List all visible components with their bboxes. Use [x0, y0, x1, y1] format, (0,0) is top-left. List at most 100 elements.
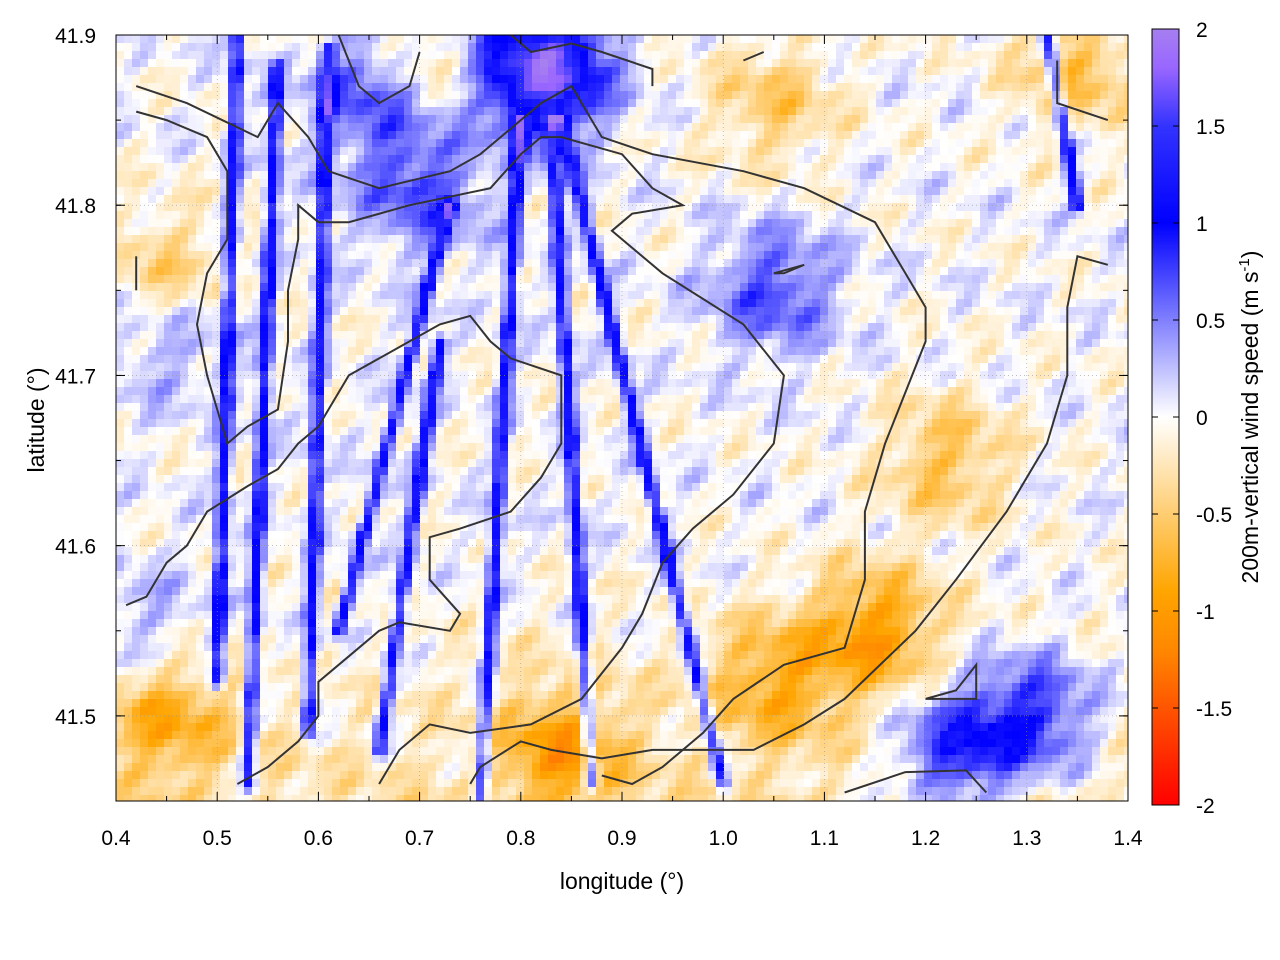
heatmap-cell [988, 115, 997, 124]
heatmap-cell [236, 275, 245, 284]
heatmap-cell [1028, 195, 1037, 204]
heatmap-cell [620, 107, 629, 116]
heatmap-cell [996, 307, 1005, 316]
heatmap-cell [956, 331, 965, 340]
heatmap-cell [644, 75, 653, 84]
heatmap-cell [1028, 283, 1037, 292]
heatmap-cell [692, 43, 701, 52]
heatmap-cell [940, 267, 949, 276]
heatmap-cell [908, 139, 917, 148]
heatmap-cell [844, 331, 853, 340]
heatmap-cell [180, 203, 189, 212]
heatmap-cell [932, 187, 941, 196]
heatmap-cell [804, 75, 813, 84]
heatmap-cell [860, 195, 869, 204]
heatmap-cell [652, 275, 661, 284]
heatmap-cell [660, 331, 669, 340]
heatmap-cell [116, 187, 125, 196]
heatmap-cell [388, 99, 397, 108]
heatmap-cell [628, 211, 637, 220]
heatmap-cell [636, 339, 645, 348]
heatmap-cell [604, 171, 613, 180]
heatmap-cell [484, 211, 493, 220]
heatmap-cell [636, 211, 645, 220]
heatmap-cell [420, 179, 429, 188]
heatmap-cell [796, 99, 805, 108]
heatmap-cell [892, 139, 901, 148]
heatmap-cell [916, 195, 925, 204]
heatmap-cell [1060, 307, 1069, 316]
heatmap-cell [1060, 323, 1069, 332]
heatmap-cell [812, 67, 821, 76]
heatmap-cell [988, 275, 997, 284]
heatmap-cell [164, 243, 173, 252]
heatmap-cell [652, 51, 661, 60]
heatmap-cell [156, 155, 165, 164]
heatmap-cell [644, 323, 653, 332]
heatmap-cell [476, 267, 485, 276]
heatmap-cell [620, 115, 629, 124]
heatmap-cell [364, 75, 373, 84]
heatmap-cell [372, 347, 381, 356]
heatmap-cell [260, 83, 269, 92]
heatmap-cell [324, 195, 333, 204]
heatmap-cell [532, 123, 541, 132]
heatmap-cell [148, 83, 157, 92]
heatmap-cell [620, 227, 629, 236]
heatmap-cell [420, 91, 429, 100]
heatmap-cell [428, 59, 437, 68]
heatmap-cell [1044, 203, 1053, 212]
heatmap-cell [884, 307, 893, 316]
heatmap-cell [1092, 115, 1101, 124]
heatmap-cell [844, 251, 853, 260]
heatmap-cell [700, 179, 709, 188]
heatmap-cell [428, 67, 437, 76]
heatmap-cell [596, 179, 605, 188]
heatmap-cell [756, 163, 765, 172]
heatmap-cell [436, 123, 445, 132]
heatmap-cell [356, 283, 365, 292]
heatmap-cell [1012, 211, 1021, 220]
heatmap-cell [228, 67, 237, 76]
heatmap-cell [556, 123, 565, 132]
heatmap-cell [252, 99, 261, 108]
heatmap-cell [1020, 171, 1029, 180]
heatmap-cell [548, 315, 557, 324]
heatmap-cell [316, 107, 325, 116]
heatmap-cell [588, 331, 597, 340]
heatmap-cell [132, 35, 141, 44]
heatmap-cell [1020, 35, 1029, 44]
heatmap-cell [908, 83, 917, 92]
heatmap-cell [1012, 115, 1021, 124]
heatmap-cell [516, 299, 525, 308]
heatmap-cell [188, 123, 197, 132]
heatmap-cell [540, 339, 549, 348]
heatmap-cell [340, 323, 349, 332]
heatmap-cell [532, 179, 541, 188]
heatmap-cell [476, 155, 485, 164]
heatmap-cell [684, 203, 693, 212]
heatmap-cell [124, 51, 133, 60]
heatmap-cell [148, 259, 157, 268]
heatmap-cell [676, 315, 685, 324]
heatmap-cell [356, 67, 365, 76]
heatmap-cell [1076, 179, 1085, 188]
heatmap-cell [404, 211, 413, 220]
heatmap-cell [388, 171, 397, 180]
heatmap-cell [964, 259, 973, 268]
heatmap-cell [628, 251, 637, 260]
heatmap-cell [644, 147, 653, 156]
heatmap-cell [1100, 123, 1109, 132]
heatmap-cell [348, 235, 357, 244]
heatmap-cell [972, 147, 981, 156]
heatmap-cell [444, 323, 453, 332]
heatmap-cell [292, 155, 301, 164]
heatmap-cell [1012, 307, 1021, 316]
heatmap-cell [636, 147, 645, 156]
heatmap-cell [436, 147, 445, 156]
heatmap-cell [788, 275, 797, 284]
heatmap-cell [268, 43, 277, 52]
heatmap-cell [788, 331, 797, 340]
heatmap-cell [164, 307, 173, 316]
heatmap-cell [348, 331, 357, 340]
